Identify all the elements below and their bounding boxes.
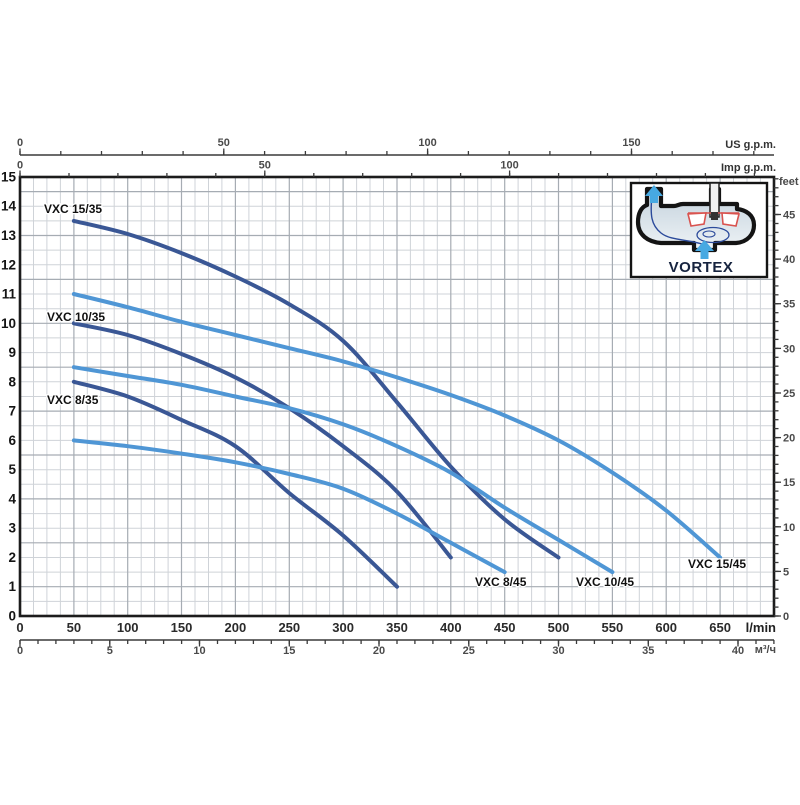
lmin-tick-label: 400 xyxy=(440,620,462,635)
us-gpm-unit-label: US g.p.m. xyxy=(725,139,776,151)
feet-tick-label: 30 xyxy=(783,343,795,355)
pump-curve-vxc-8-45 xyxy=(71,438,507,575)
m3h-tick-label: 0 xyxy=(17,645,23,657)
pump-curve-vxc-8-35 xyxy=(71,379,399,589)
pump-curves xyxy=(71,218,723,589)
pump-shaft xyxy=(709,182,720,218)
curve-label: VXC 15/45 xyxy=(688,557,746,571)
m3h-tick-label: 10 xyxy=(193,645,205,657)
meters-tick-label: 1 xyxy=(8,579,16,594)
pump-curve-vxc-10-35 xyxy=(71,321,453,560)
lmin-unit-label: l/min xyxy=(746,620,776,635)
curve-label: VXC 10/35 xyxy=(47,310,105,324)
lmin-tick-label: 200 xyxy=(225,620,247,635)
lmin-tick-label: 450 xyxy=(494,620,516,635)
feet-tick-label: 5 xyxy=(783,566,789,578)
outlet-arrow-icon xyxy=(645,185,663,203)
flow-line xyxy=(650,194,706,246)
m3h-tick-label: 30 xyxy=(552,645,564,657)
curve-label: VXC 15/35 xyxy=(44,202,102,216)
feet-tick-label: 20 xyxy=(783,433,795,445)
feet-tick-label: 25 xyxy=(783,388,795,400)
feet-tick-label: 10 xyxy=(783,522,795,534)
meters-tick-label: 8 xyxy=(8,374,16,389)
us-gpm-tick-label: 100 xyxy=(418,137,436,149)
meters-tick-label: 4 xyxy=(8,491,16,506)
impeller-blade-left xyxy=(686,212,707,227)
vortex-swirl xyxy=(696,226,730,244)
meters-tick-label: 5 xyxy=(8,462,16,477)
meters-tick-label: 6 xyxy=(8,433,16,448)
lmin-tick-label: 650 xyxy=(709,620,731,635)
curve-label: VXC 10/45 xyxy=(576,575,634,589)
meters-tick-label: 0 xyxy=(8,609,16,624)
meters-tick-label: 10 xyxy=(1,316,16,331)
impeller-blade-right xyxy=(721,212,741,227)
us-gpm-tick-label: 150 xyxy=(622,137,640,149)
pump-curve-vxc-15-35 xyxy=(71,218,561,560)
curve-labels: VXC 15/35 VXC 10/35 VXC 8/35 VXC 15/45 VXC 1… xyxy=(43,201,748,591)
vortex-label: VORTEX xyxy=(669,259,734,276)
meters-tick-label: 14 xyxy=(1,199,17,214)
feet-tick-label: 0 xyxy=(783,611,789,623)
lmin-tick-label: 550 xyxy=(602,620,624,635)
m3h-tick-label: 5 xyxy=(107,645,113,657)
meters-tick-label: 15 xyxy=(1,170,17,185)
inlet-arrow-icon xyxy=(695,240,714,259)
lmin-tick-label: 100 xyxy=(117,620,139,635)
meters-tick-label: 2 xyxy=(8,550,16,565)
lmin-tick-label: 300 xyxy=(332,620,354,635)
imp-gpm-tick-label: 50 xyxy=(259,160,271,172)
lmin-tick-label: 350 xyxy=(386,620,408,635)
axes: 0 50 100 150 US g.p.m.0 50 100 Imp g.p.m.0 50 100… xyxy=(1,137,799,657)
m3h-tick-label: 40 xyxy=(732,645,744,657)
meters-tick-label: 7 xyxy=(8,404,16,419)
meters-tick-label: 3 xyxy=(8,521,16,536)
us-gpm-tick-label: 0 xyxy=(17,137,23,149)
feet-tick-label: 40 xyxy=(783,254,795,266)
lmin-tick-label: 50 xyxy=(67,620,81,635)
lmin-tick-label: 600 xyxy=(655,620,677,635)
meters-tick-label: 13 xyxy=(1,228,17,243)
plot-border xyxy=(18,175,776,618)
m3h-tick-label: 15 xyxy=(283,645,295,657)
pump-curve-vxc-10-45 xyxy=(71,365,615,575)
vortex-inset: VORTEX xyxy=(629,181,769,279)
feet-unit-label: feet xyxy=(779,176,799,188)
feet-tick-label: 45 xyxy=(783,210,795,222)
vortex-swirl-inner xyxy=(702,230,716,238)
curve-label: VXC 8/45 xyxy=(475,575,527,589)
m3h-tick-label: 35 xyxy=(642,645,654,657)
meters-tick-label: 9 xyxy=(8,345,16,360)
imp-gpm-tick-label: 100 xyxy=(500,160,518,172)
imp-gpm-unit-label: Imp g.p.m. xyxy=(721,162,776,174)
lmin-tick-label: 500 xyxy=(548,620,570,635)
m3h-tick-label: 20 xyxy=(373,645,385,657)
meters-tick-label: 11 xyxy=(2,287,17,302)
pump-curve-vxc-15-45 xyxy=(71,292,723,560)
us-gpm-tick-label: 50 xyxy=(218,137,230,149)
imp-gpm-tick-label: 0 xyxy=(17,160,23,172)
lmin-tick-label: 150 xyxy=(171,620,193,635)
lmin-tick-label: 0 xyxy=(16,620,23,635)
lmin-tick-label: 250 xyxy=(278,620,300,635)
m3h-tick-label: 25 xyxy=(463,645,475,657)
m3h-unit-label: м³/ч xyxy=(755,644,776,656)
feet-tick-label: 35 xyxy=(783,299,795,311)
meters-tick-label: 12 xyxy=(1,257,16,272)
impeller-hub xyxy=(711,212,718,220)
curve-label: VXC 8/35 xyxy=(47,393,99,407)
feet-tick-label: 15 xyxy=(783,477,795,489)
